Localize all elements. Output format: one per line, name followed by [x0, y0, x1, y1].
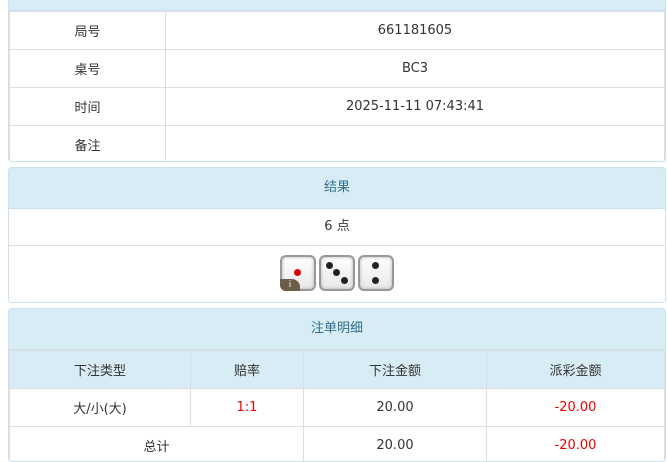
payout: -20.00: [486, 388, 665, 427]
info-icon[interactable]: i: [280, 279, 300, 291]
die-1-icon: i: [280, 255, 316, 291]
table-header: 下注类型 赔率 下注金额 派彩金额: [9, 350, 665, 389]
odds: 1:1: [190, 388, 304, 427]
round-info-panel: 局号 661181605 桌号 BC3 时间 2025-11-11 07:43:41 …: [8, 0, 666, 162]
bet-details-panel: 注单明细 下注类型 赔率 下注金额 派彩金额 大/小(大) 1:1 20.00 …: [8, 308, 666, 462]
bet-amount: 20.00: [303, 388, 487, 427]
col-odds: 赔率: [190, 350, 304, 389]
total-label: 总计: [9, 426, 304, 461]
result-panel: 结果 6 点 i: [8, 167, 666, 303]
table-row: 大/小(大) 1:1 20.00 -20.00: [9, 388, 665, 427]
label: 桌号: [9, 49, 166, 88]
label: 时间: [9, 87, 166, 126]
die-3-icon: [319, 255, 355, 291]
col-bet-type: 下注类型: [9, 350, 191, 389]
total-row: 总计 20.00 -20.00: [9, 426, 665, 461]
bet-type: 大/小(大): [9, 388, 191, 427]
bet-details-title: 注单明细: [9, 309, 665, 350]
col-amount: 下注金额: [303, 350, 487, 389]
panel-header: [9, 0, 665, 11]
result-title: 结果: [9, 168, 665, 209]
table-row: 桌号 BC3: [9, 49, 665, 88]
remark-value: [165, 125, 665, 161]
dice-row: i: [9, 246, 665, 301]
round-number: 661181605: [165, 11, 665, 50]
table-number: BC3: [165, 49, 665, 88]
table-row: 局号 661181605: [9, 11, 665, 50]
col-payout: 派彩金额: [486, 350, 665, 389]
total-amount: 20.00: [303, 426, 487, 461]
time-value: 2025-11-11 07:43:41: [165, 87, 665, 126]
table-row: 时间 2025-11-11 07:43:41: [9, 87, 665, 126]
table-row: 备注: [9, 125, 665, 161]
label: 备注: [9, 125, 166, 161]
result-points: 6 点: [9, 209, 665, 246]
total-payout: -20.00: [486, 426, 665, 461]
die-2-icon: [358, 255, 394, 291]
label: 局号: [9, 11, 166, 50]
